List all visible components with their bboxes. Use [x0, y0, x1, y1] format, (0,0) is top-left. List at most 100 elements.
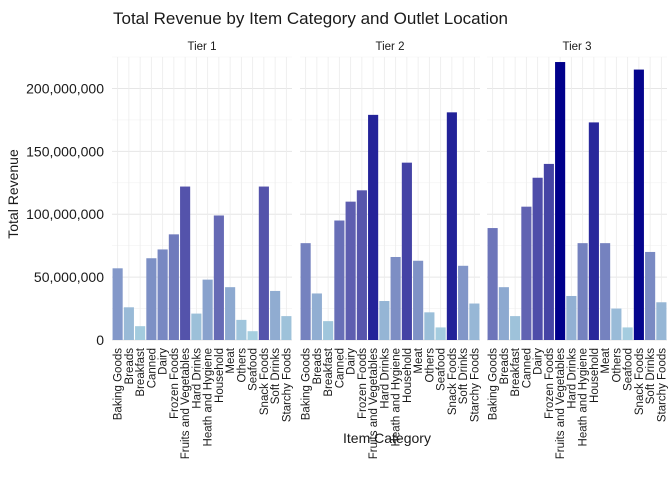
bar-seafood	[247, 331, 258, 340]
panel-tier-2: Tier 2 Baking Goods Breads Breakfast Canned D…	[300, 41, 481, 459]
x-tick-label: Soft Drinks	[270, 348, 282, 404]
facet-label: Tier 2	[376, 41, 405, 53]
x-tick-label: Baking Goods	[113, 348, 125, 420]
bar-heath-and-hygiene	[577, 243, 588, 340]
bar-baking-goods	[487, 228, 498, 340]
x-tick-label: Frozen Foods	[544, 348, 556, 419]
bar-meat	[225, 287, 236, 340]
x-tick-label: Breads	[499, 348, 511, 385]
panel-tier-3: Tier 3 Baking Goods Breads Breakfast Canned D…	[487, 41, 668, 459]
x-tick-label: Soft Drinks	[645, 348, 657, 404]
x-tick-label: Meat	[413, 347, 425, 373]
x-tick-label: Meat	[225, 347, 237, 373]
bar-breads	[498, 287, 509, 340]
x-tick-label: Fruits and Vegetables	[555, 348, 567, 459]
x-tick-label: Meat	[600, 347, 612, 373]
x-tick-label: Others	[236, 348, 248, 383]
x-tick-label: Seafood	[248, 348, 260, 391]
x-tick-label: Breakfast	[510, 347, 522, 396]
x-tick-label: Starchy Foods	[656, 348, 668, 422]
bar-fruits-and-vegetables	[555, 62, 566, 340]
x-tick-label: Snack Foods	[634, 348, 646, 415]
bar-breakfast	[323, 321, 334, 340]
bar-hard-drinks	[566, 295, 577, 340]
bar-starchy-foods	[469, 303, 480, 340]
bar-canned	[334, 220, 345, 340]
x-tick-label: Household	[402, 348, 414, 403]
x-tick-label: Dairy	[346, 348, 358, 375]
x-tick-label: Heath and Hygiene	[391, 348, 403, 446]
y-tick-label: 200,000,000	[26, 80, 104, 96]
bar-frozen-foods	[543, 163, 554, 340]
bar-dairy	[157, 249, 168, 340]
bar-household	[401, 162, 412, 340]
bar-dairy	[532, 177, 543, 340]
x-tick-label: Frozen Foods	[169, 348, 181, 419]
facet-label: Tier 3	[563, 41, 592, 53]
x-tick-label: Hard Drinks	[191, 348, 203, 409]
chart-title: Total Revenue by Item Category and Outle…	[113, 9, 508, 28]
bar-soft-drinks	[645, 251, 656, 340]
bar-baking-goods	[300, 243, 311, 340]
bar-household	[588, 122, 599, 340]
y-axis-title: Total Revenue	[5, 149, 21, 239]
bar-canned	[521, 206, 532, 340]
bar-starchy-foods	[281, 316, 292, 340]
x-tick-label: Seafood	[623, 348, 635, 391]
x-tick-label: Snack Foods	[447, 348, 459, 415]
bar-others	[611, 308, 622, 340]
x-tick-label: Heath and Hygiene	[203, 348, 215, 446]
y-tick-label: 100,000,000	[26, 206, 104, 222]
y-tick-label: 150,000,000	[26, 143, 104, 159]
bar-canned	[146, 258, 157, 340]
facet-label: Tier 1	[188, 41, 217, 53]
bar-breads	[311, 293, 322, 340]
x-tick-label: Snack Foods	[259, 348, 271, 415]
y-tick-label: 0	[96, 332, 104, 348]
x-tick-label: Baking Goods	[301, 348, 313, 420]
bar-heath-and-hygiene	[390, 256, 401, 340]
x-tick-label: Others	[611, 348, 623, 383]
bar-frozen-foods	[168, 234, 179, 340]
x-tick-label: Starchy Foods	[281, 348, 293, 422]
bar-seafood	[435, 327, 446, 340]
x-tick-label: Dairy	[158, 348, 170, 375]
bar-breakfast	[510, 316, 521, 340]
bar-dairy	[345, 201, 356, 340]
y-tick-label: 50,000,000	[34, 269, 104, 285]
x-tick-label: Fruits and Vegetables	[180, 348, 192, 459]
x-tick-label: Breads	[312, 348, 324, 385]
bar-meat	[600, 243, 611, 340]
bar-others	[424, 312, 435, 340]
bar-fruits-and-vegetables	[368, 114, 379, 340]
bar-breakfast	[135, 326, 146, 340]
x-tick-label: Heath and Hygiene	[578, 348, 590, 446]
panel-tier-1: Tier 1 Baking Goods Breads Breakfast Canned D…	[112, 41, 293, 459]
bar-seafood	[622, 327, 633, 340]
x-tick-label: Household	[214, 348, 226, 403]
bar-soft-drinks	[270, 290, 281, 340]
x-tick-label: Breakfast	[323, 347, 335, 396]
x-axis-title: Item Category	[343, 430, 431, 446]
x-tick-label: Canned	[521, 348, 533, 388]
x-tick-label: Fruits and Vegetables	[368, 348, 380, 459]
y-axis-ticks: 0 50,000,000 100,000,000 150,000,000 200,000…	[26, 80, 104, 348]
bar-hard-drinks	[379, 301, 390, 340]
x-tick-label: Hard Drinks	[379, 348, 391, 409]
x-tick-label: Soft Drinks	[458, 348, 470, 404]
x-tick-label: Breads	[124, 348, 136, 385]
x-tick-label: Household	[589, 348, 601, 403]
bar-household	[213, 215, 224, 340]
x-tick-label: Frozen Foods	[357, 348, 369, 419]
bar-snack-foods	[258, 186, 269, 340]
x-tick-label: Canned	[146, 348, 158, 388]
x-tick-label: Canned	[334, 348, 346, 388]
bar-starchy-foods	[656, 302, 667, 340]
bar-hard-drinks	[191, 313, 202, 340]
bar-frozen-foods	[356, 190, 367, 340]
bar-breads	[123, 307, 134, 340]
x-tick-label: Baking Goods	[488, 348, 500, 420]
